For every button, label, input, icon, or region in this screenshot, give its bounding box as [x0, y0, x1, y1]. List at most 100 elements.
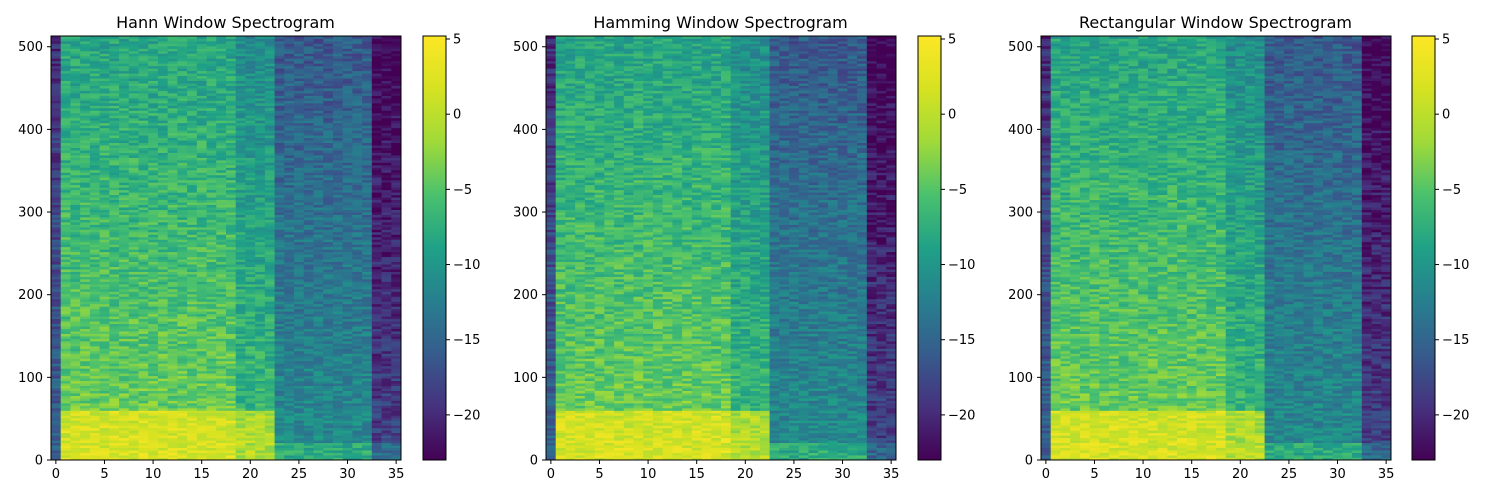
heatmap-cell — [138, 402, 149, 406]
heatmap-cell — [196, 452, 207, 456]
heatmap-cell — [60, 137, 71, 141]
heatmap-cell — [109, 194, 120, 198]
heatmap-cell — [264, 274, 276, 277]
heatmap-cell — [89, 164, 101, 168]
heatmap-cell — [235, 283, 246, 287]
heatmap-cell — [245, 373, 256, 377]
heatmap-cell — [128, 326, 139, 329]
heatmap-cell — [303, 219, 314, 223]
heatmap-cell — [196, 177, 207, 181]
heatmap-cell — [313, 209, 324, 213]
heatmap-cell — [196, 55, 207, 59]
heatmap-cell — [216, 212, 227, 215]
heatmap-cell — [264, 432, 276, 436]
heatmap-cell — [216, 328, 227, 332]
heatmap-cell — [313, 308, 324, 312]
heatmap-cell — [313, 100, 324, 104]
heatmap-cell — [119, 140, 130, 144]
heatmap-cell — [235, 43, 246, 47]
heatmap-cell — [89, 368, 101, 372]
heatmap-cell — [70, 293, 81, 297]
heatmap-cell — [187, 80, 198, 84]
heatmap-cell — [303, 410, 314, 414]
heatmap-cell — [245, 336, 256, 339]
heatmap-cell — [128, 189, 139, 193]
heatmap-cell — [80, 231, 91, 235]
heatmap-cell — [264, 338, 276, 342]
heatmap-cell — [99, 115, 110, 119]
heatmap-cell — [119, 405, 130, 409]
heatmap-cell — [148, 142, 159, 146]
heatmap-cell — [60, 457, 71, 461]
heatmap-cell — [303, 390, 314, 394]
heatmap-cell — [206, 58, 217, 62]
heatmap-cell — [284, 239, 295, 243]
heatmap-cell — [60, 331, 71, 334]
heatmap-cell — [226, 157, 237, 161]
heatmap-cell — [245, 155, 256, 158]
heatmap-cell — [119, 259, 130, 263]
heatmap-cell — [80, 241, 91, 245]
heatmap-cell — [80, 246, 91, 250]
heatmap-cell — [216, 122, 227, 126]
heatmap-cell — [226, 152, 237, 156]
heatmap-cell — [216, 405, 227, 409]
heatmap-cell — [167, 162, 178, 166]
heatmap-cell — [235, 338, 246, 342]
heatmap-cell — [332, 388, 344, 391]
heatmap-cell — [187, 241, 198, 245]
heatmap-cell — [138, 122, 149, 126]
heatmap-cell — [216, 358, 227, 362]
heatmap-cell — [235, 246, 246, 250]
heatmap-cell — [264, 102, 276, 106]
heatmap-cell — [148, 184, 159, 188]
heatmap-cell — [60, 125, 71, 129]
heatmap-cell — [177, 75, 188, 79]
heatmap-cell — [187, 159, 198, 163]
heatmap-cell — [60, 427, 71, 431]
heatmap-cell — [60, 93, 71, 96]
heatmap-cell — [177, 435, 188, 439]
heatmap-cell — [196, 422, 207, 426]
heatmap-cell — [148, 122, 159, 126]
heatmap-cell — [226, 90, 237, 94]
heatmap-cell — [313, 296, 324, 300]
heatmap-cell — [274, 63, 285, 67]
heatmap-cell — [264, 407, 276, 411]
heatmap-cell — [323, 435, 334, 439]
heatmap-cell — [303, 405, 314, 409]
heatmap-cell — [89, 350, 101, 354]
heatmap-cell — [119, 303, 130, 307]
heatmap-cell — [255, 120, 266, 124]
heatmap-cell — [323, 95, 334, 99]
heatmap-cell — [80, 271, 91, 275]
heatmap-cell — [226, 378, 237, 382]
heatmap-cell — [89, 405, 101, 409]
heatmap-cell — [89, 365, 101, 369]
heatmap-cell — [303, 50, 314, 54]
heatmap-cell — [177, 281, 188, 285]
heatmap-cell — [60, 385, 71, 389]
heatmap-cell — [157, 53, 169, 57]
heatmap-cell — [235, 256, 246, 260]
heatmap-cell — [167, 164, 178, 168]
heatmap-cell — [294, 164, 305, 168]
heatmap-cell — [323, 298, 334, 302]
heatmap-cell — [157, 184, 169, 188]
heatmap-cell — [99, 65, 110, 69]
heatmap-cell — [245, 179, 256, 183]
heatmap-cell — [303, 286, 314, 290]
heatmap-cell — [245, 122, 256, 126]
heatmap-cell — [303, 204, 314, 208]
heatmap-cell — [323, 407, 334, 411]
heatmap-cell — [323, 70, 334, 74]
heatmap-cell — [177, 274, 188, 277]
heatmap-cell — [51, 345, 62, 349]
heatmap-cell — [187, 43, 198, 47]
heatmap-cell — [128, 68, 139, 72]
heatmap-cell — [167, 60, 178, 64]
heatmap-cell — [138, 266, 149, 270]
heatmap-cell — [303, 60, 314, 64]
heatmap-cell — [196, 192, 207, 196]
heatmap-cell — [80, 350, 91, 354]
